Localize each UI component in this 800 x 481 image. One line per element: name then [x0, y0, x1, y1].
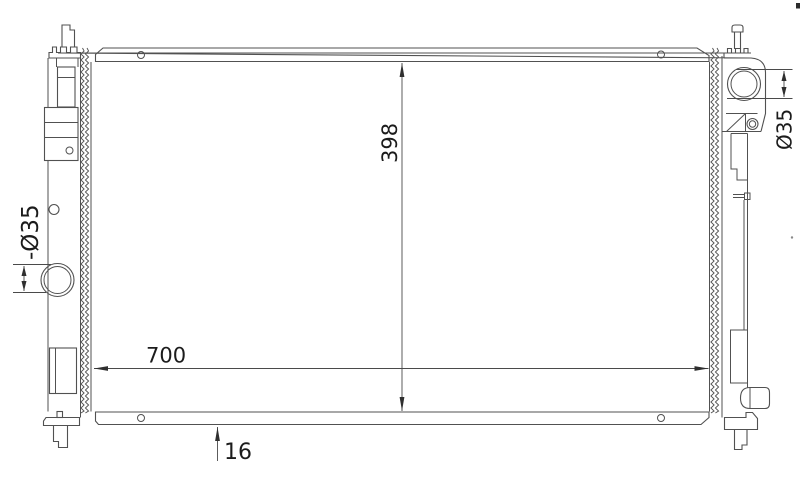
radiator-core: [80, 47, 720, 426]
bottom-plate-hole-right: [657, 414, 665, 422]
left-reservoir-hole: [65, 146, 74, 155]
left-bottom-mount-pin: [52, 425, 69, 449]
left-pipe-inner: [43, 266, 72, 294]
left-small-port: [48, 203, 60, 216]
dim-thickness-label: 16: [224, 440, 252, 465]
left-pipe-outer: [40, 262, 75, 298]
right-clip-node: [744, 192, 751, 200]
left-neck-lines: [56, 58, 79, 67]
left-filler-tube: [56, 66, 76, 108]
left-foot: [42, 416, 81, 427]
top-plate-hole-left: [137, 51, 145, 59]
right-bottom-mount-pin: [733, 429, 748, 451]
right-pipe-inner: [730, 70, 758, 98]
left-reservoir-block: [43, 106, 79, 162]
bottom-plate-hole-left: [137, 414, 145, 422]
dim-left-pipe-extension-lines: [13, 264, 51, 293]
dim-left-pipe-label: -Ø35: [18, 204, 44, 260]
right-top-mount-pin: [733, 32, 742, 49]
scan-artifact-corner: [796, 3, 800, 9]
top-header-plate: [94, 47, 710, 63]
right-pipe-outer: [726, 66, 762, 102]
right-bracket-hole-outer: [746, 117, 759, 131]
drain-plug-body: [739, 386, 771, 410]
right-filler-neck-bracket: [57, 47, 752, 59]
right-fin-serration-inner: [714, 47, 720, 414]
left-tank: [40, 24, 82, 449]
right-tank: [57, 24, 771, 451]
right-clip-tick: [733, 194, 745, 198]
dim-right-pipe-extension-lines: [727, 69, 793, 99]
dimension-annotations: 398 700 16 -Ø35 Ø35: [13, 63, 797, 465]
scan-artifact-dot: [790, 236, 794, 239]
right-bracket-gusset: [726, 113, 746, 132]
left-fin-serration-inner: [84, 47, 90, 414]
left-fin-serration-outer: [80, 47, 85, 414]
dim-width-label: 700: [146, 344, 186, 368]
right-lower-bracket: [730, 329, 748, 384]
bottom-header-plate: [94, 411, 710, 426]
left-lower-bracket: [48, 347, 78, 395]
dim-height-label: 398: [378, 123, 402, 163]
right-bracket-hole-inner: [748, 120, 757, 128]
right-fin-serration-outer: [710, 47, 715, 414]
top-plate-hole-right: [657, 50, 665, 59]
left-top-mount-pin: [61, 24, 76, 47]
right-foot: [723, 411, 759, 431]
left-foot-tab: [56, 410, 64, 419]
right-step-bracket: [730, 133, 748, 181]
left-reservoir-seams: [44, 122, 78, 138]
dim-right-pipe-label: Ø35: [773, 109, 797, 150]
right-top-mount-pin-cap: [731, 24, 744, 32]
right-tank-outline: [724, 57, 767, 132]
